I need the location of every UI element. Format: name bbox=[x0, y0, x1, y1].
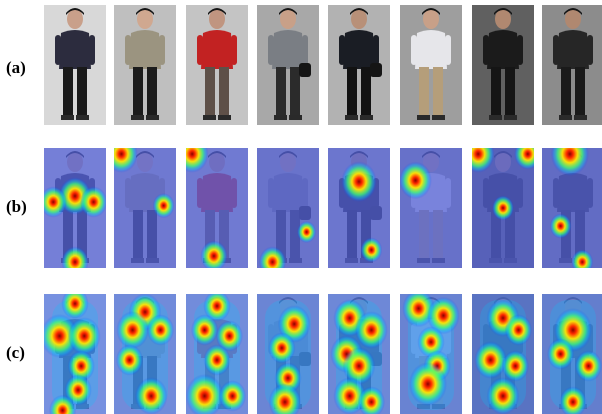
figure-panel-b-6 bbox=[400, 148, 462, 268]
figure-panel-c-5 bbox=[328, 294, 390, 414]
figure-panel-c-7 bbox=[472, 294, 534, 414]
figure-panel-c-4 bbox=[257, 294, 319, 414]
figure-panel-a-4 bbox=[257, 5, 319, 125]
row-label-b: (b) bbox=[6, 197, 27, 216]
figure-panel-b-1 bbox=[44, 148, 106, 268]
figure-panel-a-1 bbox=[44, 5, 106, 125]
figure-panel-a-8 bbox=[542, 5, 602, 125]
figure-panel-a-5 bbox=[328, 5, 390, 125]
row-label-a: (a) bbox=[6, 58, 26, 77]
figure-panel-b-4 bbox=[257, 148, 319, 268]
figure-panel-a-2 bbox=[114, 5, 176, 125]
figure-panel-c-2 bbox=[114, 294, 176, 414]
figure-panel-a-7 bbox=[472, 5, 534, 125]
figure-panel-b-5 bbox=[328, 148, 390, 268]
figure-panel-c-3 bbox=[186, 294, 248, 414]
figure-panel-b-7 bbox=[472, 148, 534, 268]
figure-panel-a-6 bbox=[400, 5, 462, 125]
figure-panel-b-2 bbox=[114, 148, 176, 268]
figure-panel-b-3 bbox=[186, 148, 248, 268]
row-label-c: (c) bbox=[6, 343, 25, 362]
figure-panel-c-1 bbox=[44, 294, 106, 414]
figure-panel-a-3 bbox=[186, 5, 248, 125]
figure-panel-c-6 bbox=[400, 294, 462, 414]
figure-panel-b-8 bbox=[542, 148, 602, 268]
figure-panel-c-8 bbox=[542, 294, 602, 414]
